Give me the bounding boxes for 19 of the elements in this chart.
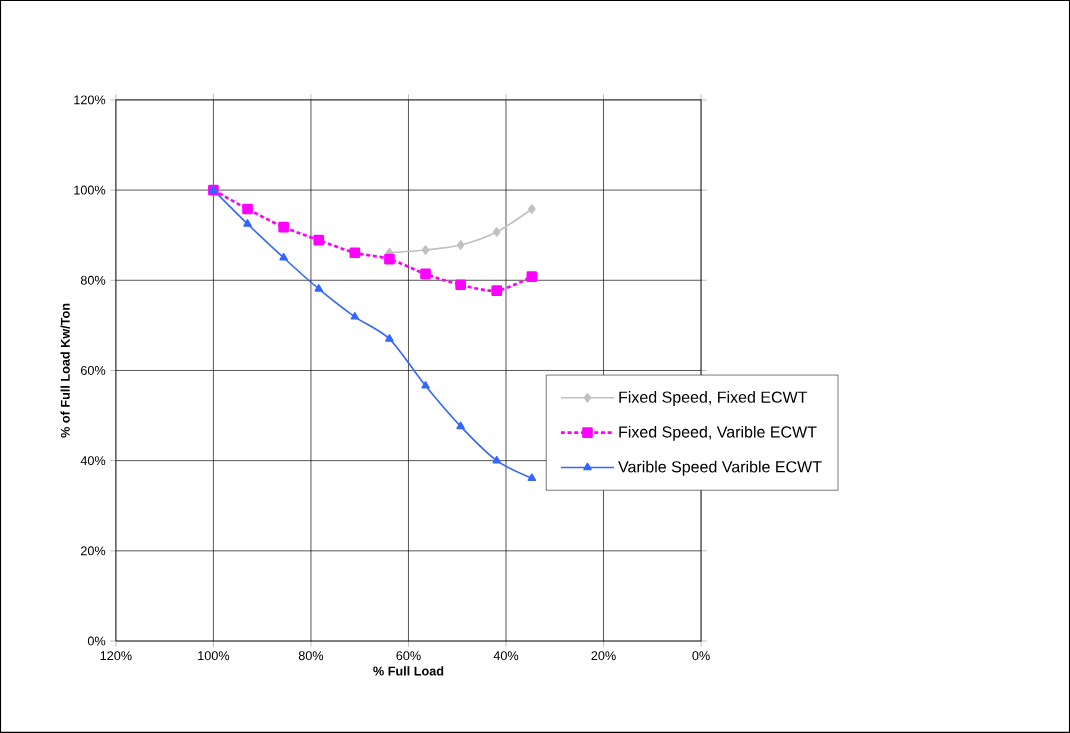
x-axis-title: % Full Load	[373, 666, 444, 676]
x-tick-label: 20%	[591, 651, 616, 661]
y-tick-label: 100%	[74, 185, 106, 195]
x-tick-label: 60%	[396, 651, 421, 661]
x-tick-label: 80%	[298, 651, 324, 661]
y-tick-label: 80%	[80, 275, 106, 285]
x-tick-label: 100%	[198, 651, 230, 661]
y-tick-label: 120%	[74, 95, 106, 105]
legend-label: Fixed Speed, Fixed ECWT	[619, 391, 808, 407]
y-tick-label: 60%	[81, 366, 106, 375]
y-axis-title: % of Full Load Kw/Ton	[60, 303, 70, 438]
y-tick-label: 40%	[80, 456, 106, 466]
x-tick-label: 120%	[100, 651, 132, 661]
x-tick-label: 0%	[692, 651, 710, 661]
legend-label: Fixed Speed, Varible ECWT	[619, 425, 817, 441]
y-tick-label: 20%	[80, 546, 106, 556]
x-tick-label: 40%	[493, 651, 519, 661]
legend-label: Varible Speed Varible ECWT	[618, 460, 822, 476]
y-tick-label: 0%	[87, 636, 106, 646]
